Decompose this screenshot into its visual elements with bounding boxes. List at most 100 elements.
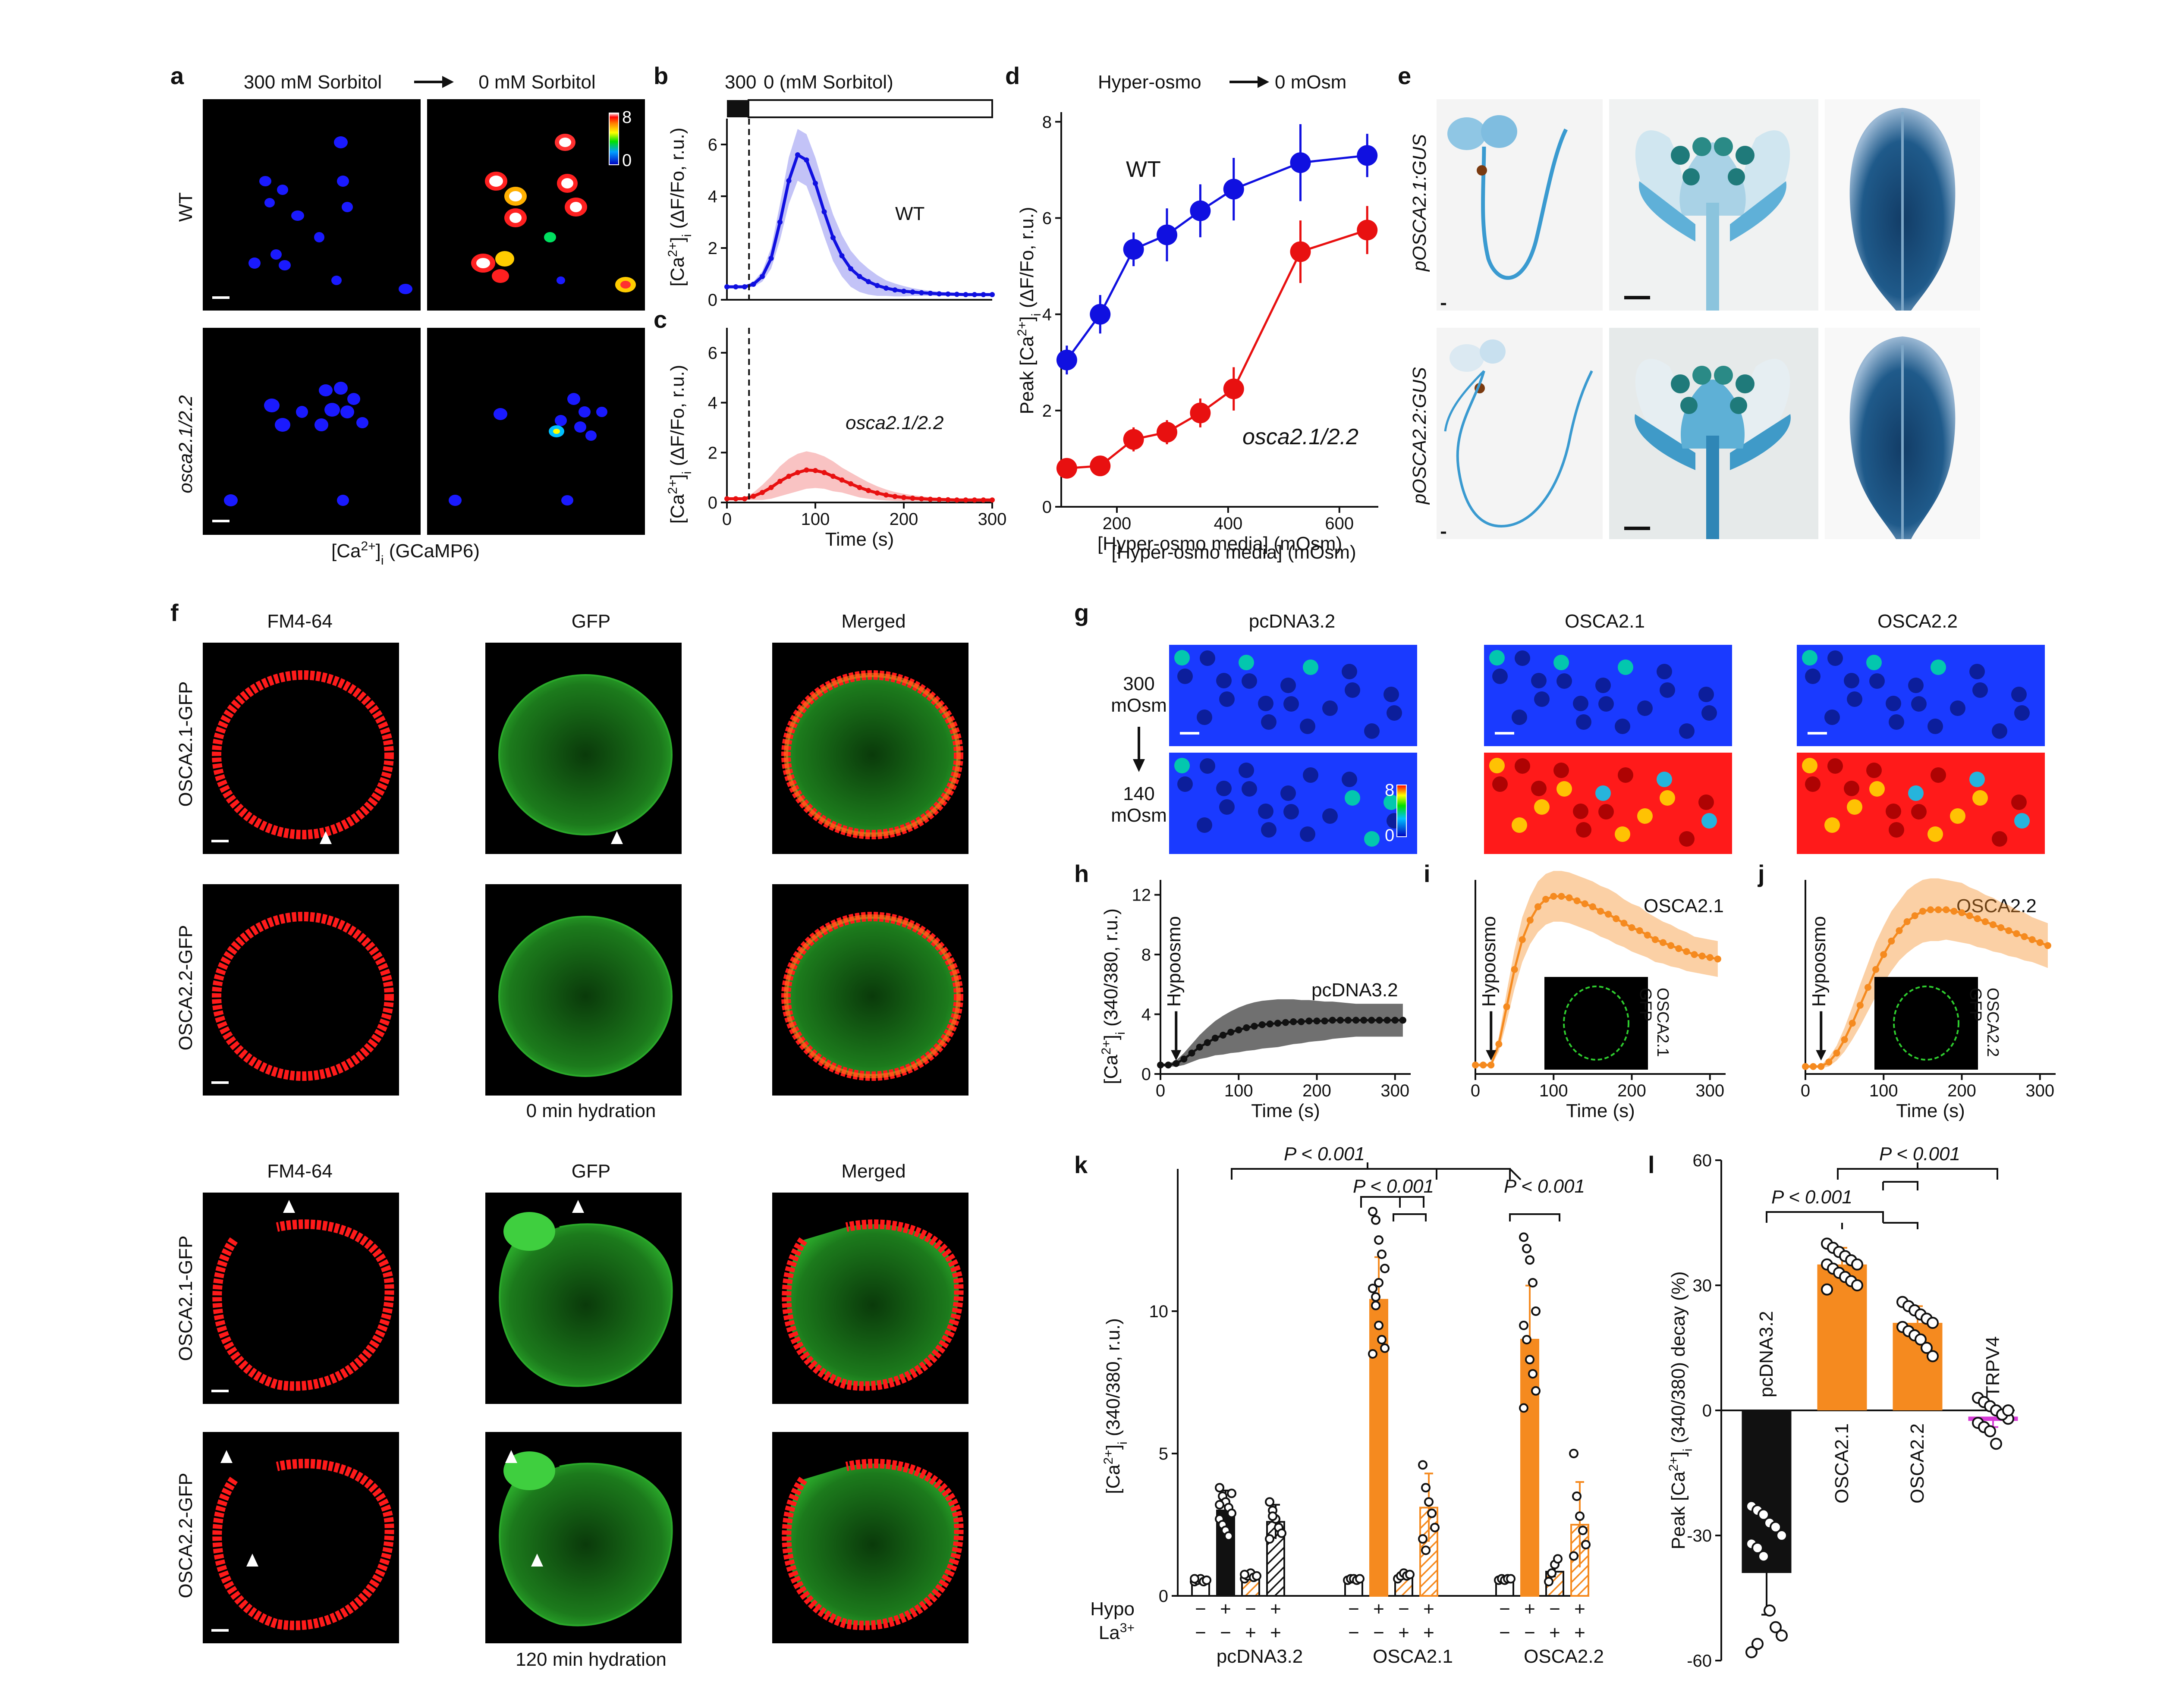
panel-h: h [Ca2+]i (340/380, r.u.) pcDNA3.2 0 4 8 12…: [1074, 860, 1411, 1121]
hypo-sign: −: [1245, 1598, 1256, 1620]
hypo-sign: −: [1499, 1598, 1510, 1620]
panel-letter-a: a: [170, 62, 184, 89]
row-label-f2: OSCA2.2-GFP: [175, 925, 196, 1051]
chart-d-point: [1190, 200, 1211, 221]
ylabel-b: [Ca2+]i (ΔF/Fo, r.u.): [666, 128, 694, 287]
pollen-tube-gfp: [503, 1451, 555, 1490]
fura-cell: [1576, 822, 1591, 838]
panel-f: f FM4-64 GFP Merged OSCA2.1-GFP OSCA2.2-…: [170, 599, 968, 1670]
chart-h-point: [1243, 1024, 1250, 1031]
panel-b: b 300 0 (mM Sorbitol) WT [Ca2+]i (ΔF/Fo,…: [654, 62, 995, 310]
bar-0-segment: [748, 99, 993, 118]
fura-cell: [1972, 790, 1988, 806]
fura-cell: [1972, 682, 1988, 698]
arrowhead-icon: [505, 1450, 517, 1463]
chart-i-point: [1480, 1061, 1487, 1069]
data-point: [1821, 1283, 1833, 1296]
colorbar-g-min: 0: [1385, 826, 1394, 845]
chart-k-ytick-label: 5: [1159, 1444, 1168, 1463]
chart-d-point: [1056, 458, 1077, 479]
chart-i-hypoosmo-label: Hypoosmo: [1478, 916, 1500, 1007]
chart-i-point: [1660, 939, 1666, 946]
chart-i-point: [1573, 897, 1581, 904]
chart-c-point: [972, 497, 977, 503]
chart-b-point: [857, 274, 862, 279]
panel-letter-j: j: [1758, 860, 1765, 887]
data-point: [1380, 1343, 1390, 1353]
chart-c-point: [813, 468, 818, 473]
fura-cell: [1492, 669, 1508, 684]
cell-membrane: [782, 1459, 964, 1630]
col-label-osca21: OSCA2.1: [1565, 611, 1645, 632]
fura-cell: [1886, 696, 1901, 711]
row-label-f1: OSCA2.1-GFP: [175, 681, 196, 807]
fura-cell: [1492, 776, 1508, 792]
chart-h-point: [1235, 1026, 1242, 1033]
chart-j-point: [2021, 933, 2028, 940]
fura-cell: [1698, 687, 1714, 702]
data-point: [1927, 1350, 1939, 1363]
group-label-osca22: OSCA2.2: [1524, 1646, 1604, 1667]
chart-j-point: [1911, 912, 1918, 920]
fura-cell: [1261, 714, 1277, 730]
chart-i-point: [1534, 903, 1541, 911]
arrowhead-icon: [611, 831, 623, 844]
data-point: [1915, 1333, 1927, 1346]
down-arrow-icon: [1133, 727, 1145, 772]
chart-h-point: [1305, 1017, 1313, 1025]
fura-cell: [1844, 781, 1859, 796]
data-point: [1984, 1425, 1996, 1438]
fura-cell: [2014, 813, 2030, 829]
data-point: [1240, 1570, 1249, 1579]
fura-cell: [1805, 776, 1821, 792]
panel-i: i OSCA2.1 0 100 200 300 Time (s) Hypoosmo OSCA…: [1424, 860, 1726, 1121]
arrowhead-icon: [445, 1036, 457, 1049]
chart-i-point: [1487, 1061, 1495, 1069]
data-point: [1377, 1335, 1387, 1344]
chart-i-point: [1526, 917, 1534, 924]
colorbar-g-max: 8: [1385, 781, 1394, 800]
chart-h-point: [1211, 1034, 1219, 1042]
fura-cell: [1280, 678, 1296, 693]
chart-i-point: [1519, 936, 1526, 943]
chart-h-xtick-label: 200: [1302, 1081, 1331, 1100]
fura-cell: [1869, 781, 1885, 797]
fura-cell: [1280, 785, 1296, 801]
chart-l-ytick-label: -30: [1687, 1526, 1712, 1545]
fura-cell: [1364, 723, 1380, 739]
chart-c-point: [777, 478, 783, 484]
fura-cell: [1283, 696, 1299, 712]
chart-b-ytick-label: 2: [708, 239, 717, 258]
caption-120min: 120 min hydration: [516, 1649, 667, 1670]
data-point: [1371, 1300, 1380, 1310]
image-osca-0: [427, 328, 645, 535]
ylabel-k: [Ca2+]i (340/380, r.u.): [1101, 1318, 1130, 1494]
chart-h-ytick-label: 12: [1132, 886, 1151, 905]
data-point: [1745, 1646, 1758, 1658]
chart-i-point: [1472, 1061, 1479, 1069]
caption-0min: 0 min hydration: [526, 1100, 656, 1121]
data-point: [1547, 1568, 1556, 1578]
chart-h-point: [1157, 1061, 1164, 1069]
row-label-140: 140: [1123, 783, 1154, 804]
fura-cell: [1219, 799, 1235, 815]
la-sign: +: [1245, 1622, 1256, 1643]
data-point: [1522, 1335, 1531, 1344]
la-sign: +: [1549, 1622, 1560, 1643]
colorbar-a-min: 0: [622, 151, 632, 170]
fura-cell: [1216, 781, 1232, 796]
chart-c-point: [830, 474, 836, 479]
fura-cell: [1345, 790, 1360, 806]
col-label-fm464: FM4-64: [267, 611, 333, 632]
data-point: [1277, 1528, 1286, 1538]
chart-j-point: [2028, 936, 2036, 943]
chart-j-point: [1896, 927, 1903, 934]
chart-d-xtick-label: 600: [1325, 514, 1354, 533]
chart-h-point: [1282, 1019, 1289, 1026]
chart-i-xlabel: Time (s): [1566, 1100, 1635, 1121]
data-point: [1421, 1483, 1431, 1493]
fura-cell: [2014, 705, 2030, 721]
data-point: [1751, 1542, 1764, 1554]
chart-d-point: [1223, 378, 1244, 399]
